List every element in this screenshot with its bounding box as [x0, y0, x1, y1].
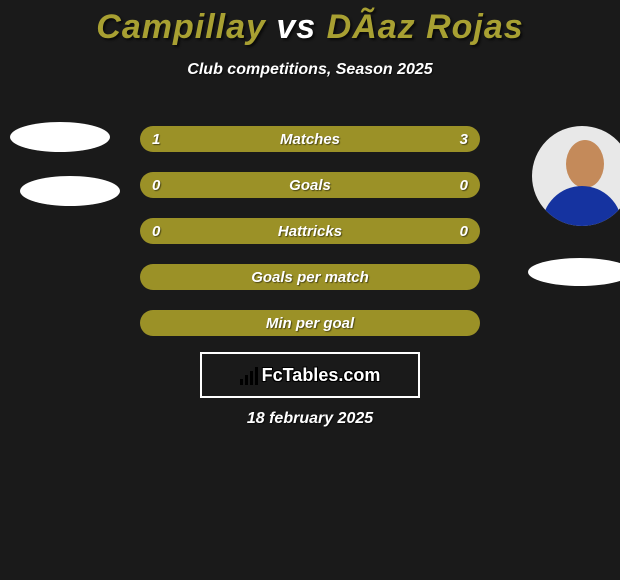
vs-text: vs [276, 8, 316, 46]
stat-label: Goals [289, 177, 331, 194]
chart-icon [240, 365, 258, 385]
source-logo: FcTables.com [200, 352, 420, 398]
logo-text: FcTables.com [262, 365, 381, 386]
player1-avatar [10, 122, 110, 152]
player2-club-shield [528, 258, 620, 286]
stat-left-value: 0 [152, 223, 160, 240]
stat-label: Min per goal [266, 315, 354, 332]
stat-right-value: 0 [460, 223, 468, 240]
stat-label: Goals per match [251, 269, 369, 286]
stat-row-hattricks: 0 Hattricks 0 [140, 218, 480, 244]
stat-right-value: 0 [460, 177, 468, 194]
comparison-title: Campillay vs DÃ­az Rojas [0, 0, 620, 47]
stat-row-min-per-goal: Min per goal [140, 310, 480, 336]
stat-row-goals-per-match: Goals per match [140, 264, 480, 290]
stat-left-value: 0 [152, 177, 160, 194]
player1-name: Campillay [96, 8, 266, 46]
date-text: 18 february 2025 [0, 410, 620, 428]
player2-name: DÃ­az Rojas [327, 8, 524, 46]
stat-row-matches: 1 Matches 3 [140, 126, 480, 152]
avatar-body-icon [542, 186, 620, 226]
stats-container: 1 Matches 3 0 Goals 0 0 Hattricks 0 Goal… [140, 126, 480, 356]
stat-right-value: 3 [460, 131, 468, 148]
stat-row-goals: 0 Goals 0 [140, 172, 480, 198]
player2-avatar [532, 126, 620, 226]
avatar-head-icon [566, 140, 604, 188]
stat-label: Matches [280, 131, 340, 148]
subtitle: Club competitions, Season 2025 [0, 61, 620, 79]
stat-left-value: 1 [152, 131, 160, 148]
stat-label: Hattricks [278, 223, 342, 240]
player1-club-shield [20, 176, 120, 206]
